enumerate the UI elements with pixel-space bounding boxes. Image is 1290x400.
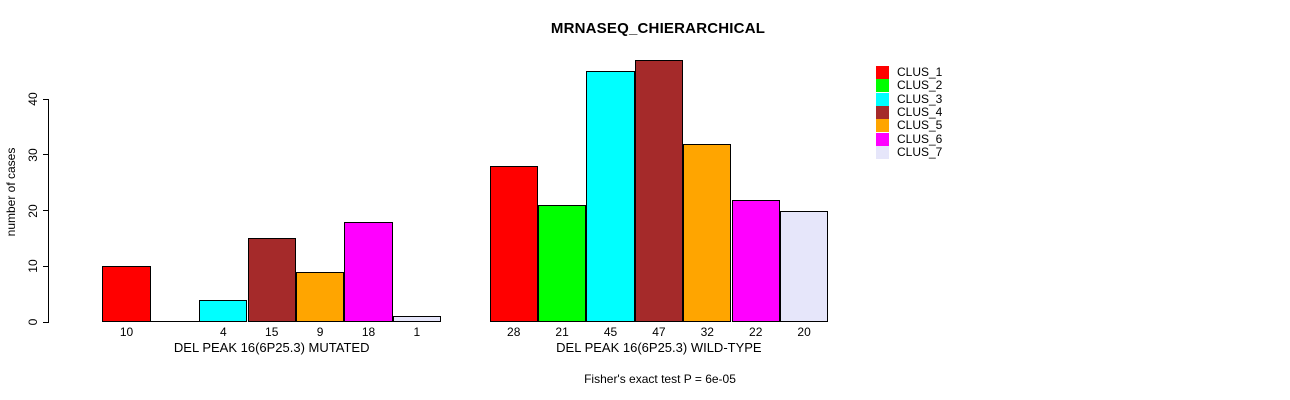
bar-value-label: 18 xyxy=(361,325,376,339)
bar-clus_6-group1 xyxy=(344,221,393,322)
legend-label-clus_2: CLUS_2 xyxy=(897,78,943,93)
legend-label-clus_6: CLUS_6 xyxy=(897,131,943,146)
bar-clus_4-group2 xyxy=(634,60,684,322)
legend-swatch-clus_4 xyxy=(876,106,889,120)
legend-label-clus_5: CLUS_5 xyxy=(897,118,943,133)
y-tick-mark xyxy=(42,98,49,100)
bar-value-label: 9 xyxy=(316,325,324,339)
bar-value-label: 20 xyxy=(797,325,811,339)
bar-value-label: 28 xyxy=(507,325,521,339)
bar-value-label: 10 xyxy=(119,325,134,339)
legend-label-clus_3: CLUS_3 xyxy=(897,91,943,106)
chart-title: MRNASEQ_CHIERARCHICAL xyxy=(550,20,766,37)
fisher-test-annotation: Fisher's exact test P = 6e-05 xyxy=(584,372,736,386)
legend-label-clus_4: CLUS_4 xyxy=(897,105,943,120)
bar-clus_3-group2 xyxy=(586,71,635,322)
bar-clus_5-group1 xyxy=(295,271,345,322)
bar-clus_7-group2 xyxy=(779,210,829,322)
legend-swatch-clus_7 xyxy=(876,146,889,160)
legend-label-clus_7: CLUS_7 xyxy=(897,145,943,160)
y-axis-label: number of cases xyxy=(4,147,18,237)
bar-clus_2-group2 xyxy=(537,205,587,322)
bar-value-label: 1 xyxy=(413,325,421,339)
bar-clus_3-group1 xyxy=(199,299,248,322)
y-tick-label: 10 xyxy=(26,259,40,273)
y-tick-label: 40 xyxy=(26,92,40,106)
bar-clus_1-group2 xyxy=(489,166,538,322)
bar-value-label: 45 xyxy=(603,325,618,339)
legend-swatch-clus_3 xyxy=(876,92,889,106)
bar-value-label: 22 xyxy=(749,325,763,339)
y-tick-label: 30 xyxy=(26,148,40,162)
bar-clus_7-group1 xyxy=(392,316,442,322)
bar-value-label: 21 xyxy=(555,325,569,339)
legend-swatch-clus_5 xyxy=(876,119,889,133)
bar-value-label: 32 xyxy=(700,325,714,339)
bar-value-label: 47 xyxy=(652,325,666,339)
bar-clus_5-group2 xyxy=(683,143,732,322)
y-tick-mark xyxy=(42,321,49,323)
bar-clus_1-group1 xyxy=(102,266,151,322)
x-axis-group-title-2: DEL PEAK 16(6P25.3) WILD-TYPE xyxy=(556,340,762,355)
y-tick-label: 0 xyxy=(26,318,40,326)
bar-clus_2-group1-zero xyxy=(150,321,200,322)
bar-clus_4-group1 xyxy=(247,238,296,322)
bar-value-label: 15 xyxy=(265,325,279,339)
y-tick-mark xyxy=(42,210,49,212)
legend-swatch-clus_2 xyxy=(876,79,889,93)
y-tick-mark xyxy=(42,265,49,267)
bar-clus_6-group2 xyxy=(731,199,780,322)
y-tick-mark xyxy=(42,154,49,156)
y-tick-label: 20 xyxy=(26,203,40,218)
y-axis-line xyxy=(48,99,49,323)
legend-swatch-clus_1 xyxy=(876,66,889,79)
legend-label-clus_1: CLUS_1 xyxy=(897,65,943,79)
x-axis-group-title-1: DEL PEAK 16(6P25.3) MUTATED xyxy=(173,340,370,355)
legend-swatch-clus_6 xyxy=(876,132,889,146)
bar-value-label: 4 xyxy=(219,325,227,339)
